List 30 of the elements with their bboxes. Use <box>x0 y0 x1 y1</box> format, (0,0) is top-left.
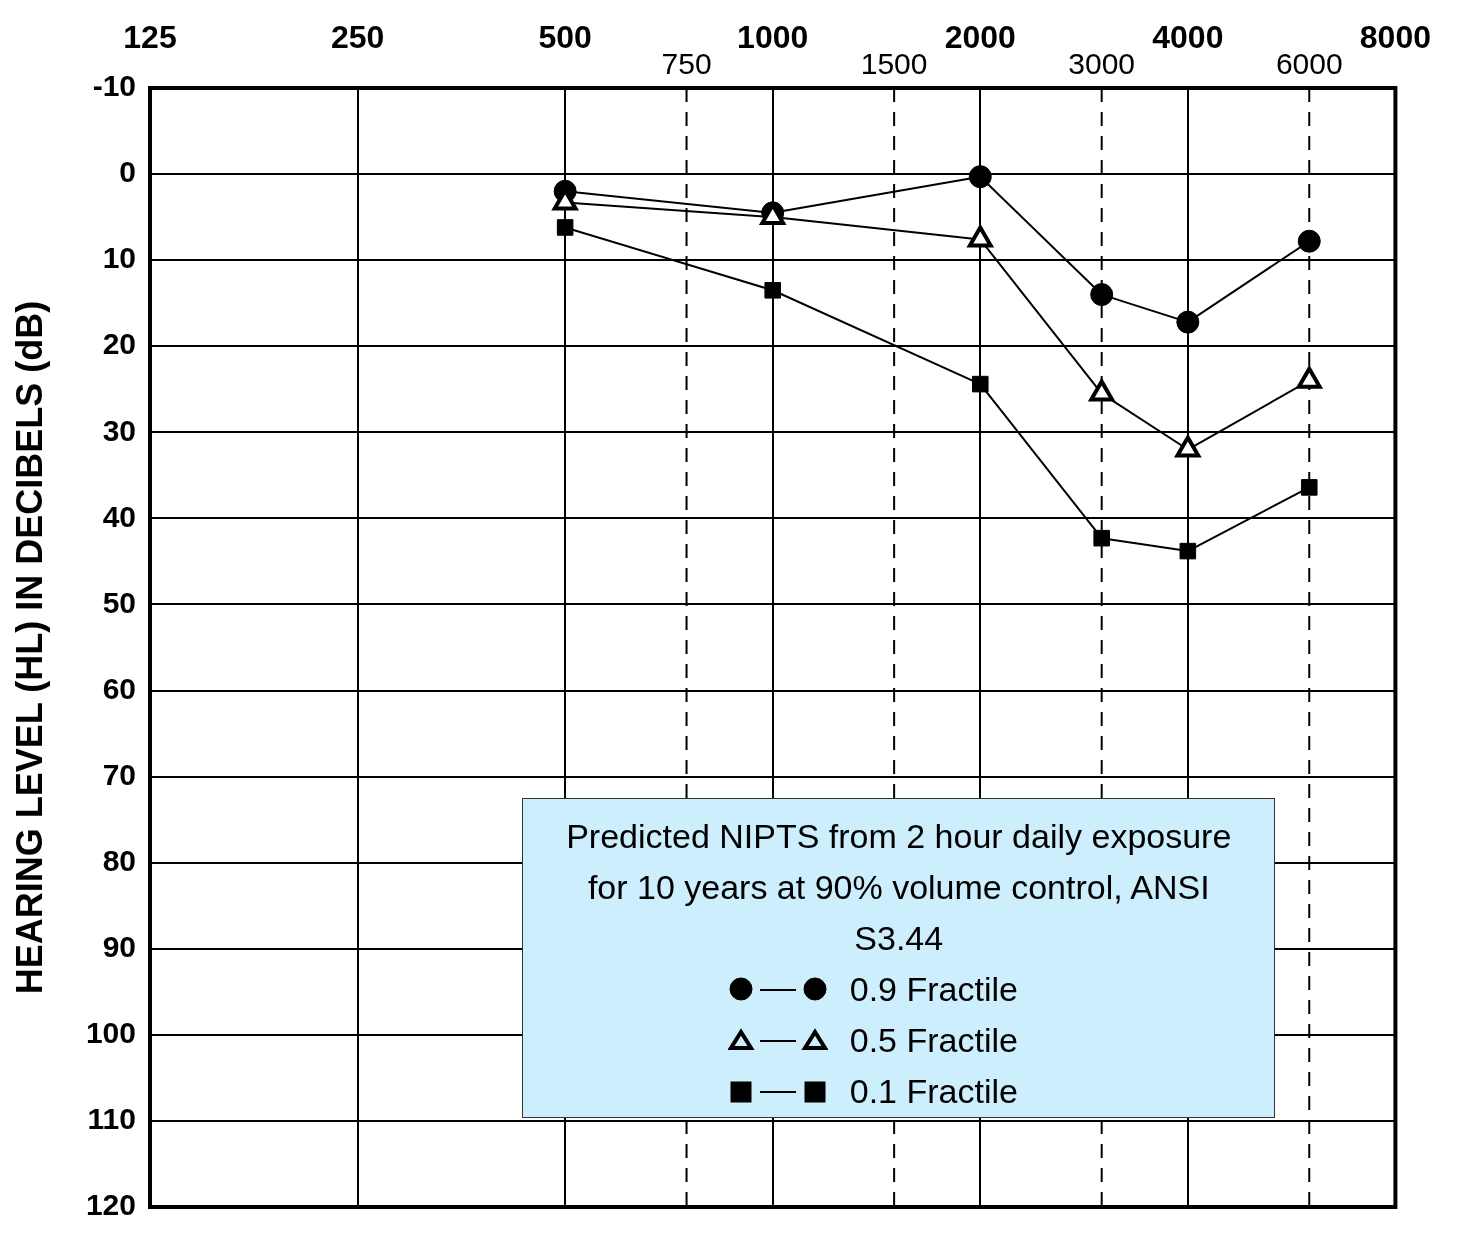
legend-label: 0.1 Fractile <box>849 1071 1019 1113</box>
y-tick-label: 90 <box>102 930 136 964</box>
y-axis-title: HEARING LEVEL (HL) IN DECIBELS (dB) <box>8 300 50 995</box>
y-tick-label: 110 <box>87 1102 136 1136</box>
legend-label: 0.9 Fractile <box>849 969 1019 1011</box>
y-tick-label: 120 <box>85 1188 136 1222</box>
ref-line-label: 1500 <box>860 47 928 80</box>
x-tick-label: 1000 <box>737 18 809 55</box>
ref-line-label: 6000 <box>1275 47 1343 80</box>
y-tick-label: 40 <box>102 499 136 533</box>
y-tick-label: 0 <box>119 155 136 189</box>
legend-title: Predicted NIPTS from 2 hour daily exposure for 10 years at 90% volume control, ANSI S3.44 <box>565 816 1233 960</box>
y-tick-label: 30 <box>102 413 136 447</box>
y-tick-label: 100 <box>85 1016 136 1050</box>
x-tick-label: 2000 <box>944 18 1016 55</box>
y-tick-label: 50 <box>102 585 136 619</box>
y-tick-label: 60 <box>102 671 136 705</box>
x-tick-label: 8000 <box>1359 18 1431 55</box>
ref-line-label: 750 <box>661 47 712 80</box>
legend-label: 0.5 Fractile <box>849 1020 1019 1062</box>
y-tick-label: 10 <box>102 241 136 275</box>
x-tick-label: 250 <box>330 18 385 55</box>
y-tick-label: 80 <box>102 843 136 877</box>
x-tick-label: 125 <box>123 18 177 55</box>
x-tick-label: 4000 <box>1152 18 1224 55</box>
y-tick-label: 70 <box>102 757 136 791</box>
y-tick-label: 20 <box>102 327 136 361</box>
ref-line-label: 3000 <box>1068 47 1136 80</box>
y-tick-label: -10 <box>92 69 136 103</box>
x-tick-label: 500 <box>538 18 592 55</box>
